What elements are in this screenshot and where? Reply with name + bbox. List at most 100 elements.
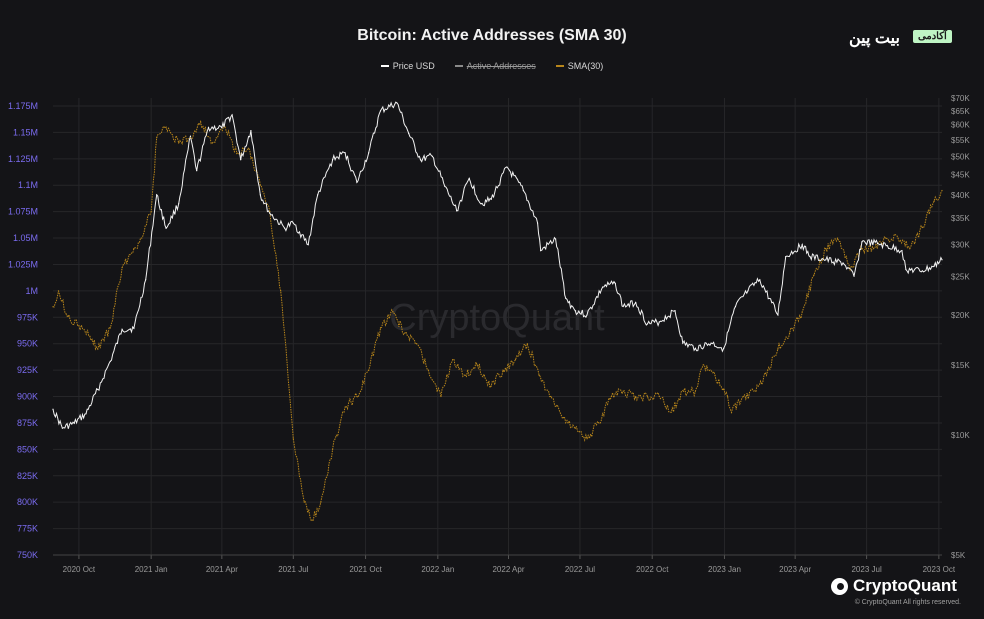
sma30-point: [562, 417, 565, 419]
price-usd-point: [522, 190, 525, 192]
sma30-point: [490, 385, 492, 387]
legend-swatch-active-addresses: [454, 65, 463, 67]
legend-item-price[interactable]: Price USD: [380, 61, 435, 71]
price-usd-point: [540, 249, 542, 252]
sma30-point: [825, 248, 827, 250]
price-usd-point: [506, 166, 508, 168]
legend-item-active-addresses[interactable]: Active Addresses: [454, 61, 536, 71]
price-usd-point: [165, 227, 167, 229]
sma30-point: [635, 395, 637, 398]
sma30-point: [416, 343, 418, 345]
sma30-point: [897, 237, 899, 239]
sma30-point: [658, 395, 660, 398]
cryptoquant-logo-text: CryptoQuant: [853, 576, 957, 595]
price-usd-point: [61, 427, 64, 429]
x-axis-tick-label: 2021 Apr: [206, 565, 238, 574]
right-axis-tick-label: $40K: [951, 191, 970, 200]
sma30-point: [150, 211, 152, 213]
sma30-point: [57, 290, 60, 292]
right-axis-tick-label: $20K: [951, 311, 970, 320]
price-usd-point: [825, 259, 827, 261]
sma30-point: [742, 395, 744, 398]
price-usd-point: [231, 114, 233, 116]
sma30-point: [189, 137, 192, 139]
price-usd-point: [490, 198, 492, 200]
price-usd-point: [586, 314, 588, 316]
legend-swatch-price: [380, 65, 389, 67]
sma30-point: [702, 364, 704, 366]
price-usd-point: [307, 244, 309, 246]
sma30-point: [526, 343, 528, 345]
sma30-point: [320, 501, 322, 503]
sma30-point: [269, 211, 271, 213]
sma30-point: [598, 422, 600, 424]
sma30-point: [714, 374, 716, 376]
chart-title: Bitcoin: Active Addresses (SMA 30): [357, 27, 627, 44]
price-usd-point: [52, 408, 54, 410]
right-axis-ticks: $70K $65K $60K $55K $50K $45K $40K $35K $30K $25K…: [951, 94, 970, 560]
sma30-point: [141, 237, 143, 239]
chart-legend: Price USD Active Addresses SMA(30): [0, 61, 984, 71]
x-axis-tick-label: 2022 Apr: [492, 565, 524, 574]
price-usd-point: [759, 279, 761, 281]
x-axis-ticks: 2020 Oct 2021 Jan 2021 Apr 2021 Jul 2021 Oct…: [53, 554, 956, 574]
sma30-point: [586, 438, 588, 440]
sma30-point: [941, 189, 943, 192]
sma30-point: [550, 395, 552, 398]
sma30-point: [694, 390, 697, 392]
price-usd-point: [710, 342, 712, 344]
sma30-point: [292, 438, 294, 440]
price-usd-point: [801, 244, 803, 246]
price-usd-point: [444, 185, 446, 188]
brand-logo: بیت پین آکادمی: [849, 28, 961, 48]
price-usd-point: [933, 265, 935, 267]
price-usd-point: [240, 159, 242, 161]
sma30-point: [344, 406, 346, 408]
x-axis-tick-label: 2023 Oct: [923, 565, 956, 574]
sma30-point: [646, 395, 649, 398]
right-axis-tick-label: $35K: [951, 214, 970, 223]
price-usd-point: [747, 290, 749, 292]
sma30-point: [331, 448, 334, 450]
cryptoquant-logo: CryptoQuant: [831, 576, 957, 596]
series-line-price-usd: [52, 101, 943, 429]
price-usd-point: [419, 159, 422, 161]
price-usd-point: [574, 310, 576, 312]
price-usd-point: [292, 222, 294, 224]
price-usd-point: [635, 301, 637, 304]
price-usd-point: [196, 170, 198, 172]
sma30-point: [379, 327, 382, 329]
sma30-point: [767, 369, 769, 371]
sma30-point: [211, 142, 214, 144]
sma30-point: [52, 306, 54, 308]
legend-item-sma[interactable]: SMA(30): [555, 61, 603, 71]
left-axis-tick-label: 1.1M: [18, 180, 38, 190]
sma30-point: [178, 142, 180, 144]
price-usd-point: [133, 327, 135, 330]
x-axis-tick-label: 2021 Oct: [349, 565, 382, 574]
price-usd-point: [431, 155, 433, 157]
sma30-point: [921, 226, 923, 229]
price-usd-point: [565, 297, 567, 300]
right-axis-tick-label: $65K: [951, 107, 970, 116]
price-usd-point: [614, 282, 616, 284]
price-usd-point: [456, 210, 458, 212]
sma30-point: [247, 147, 250, 149]
x-axis-tick-label: 2023 Jan: [708, 565, 741, 574]
sma30-point: [727, 395, 729, 398]
price-usd-point: [861, 241, 863, 243]
legend-label-active-addresses: Active Addresses: [466, 61, 536, 71]
left-axis-tick-label: 775K: [17, 524, 38, 534]
sma30-point: [464, 374, 466, 376]
sma30-point: [574, 427, 576, 429]
price-usd-point: [73, 422, 75, 424]
price-usd-point: [207, 127, 210, 129]
sma30-point: [730, 411, 733, 413]
sma30-point: [259, 184, 261, 186]
left-axis-tick-label: 1M: [25, 286, 38, 296]
price-usd-point: [555, 238, 557, 240]
sma30-point: [65, 313, 67, 315]
price-usd-point: [921, 270, 923, 272]
right-axis-tick-label: $45K: [951, 171, 970, 180]
